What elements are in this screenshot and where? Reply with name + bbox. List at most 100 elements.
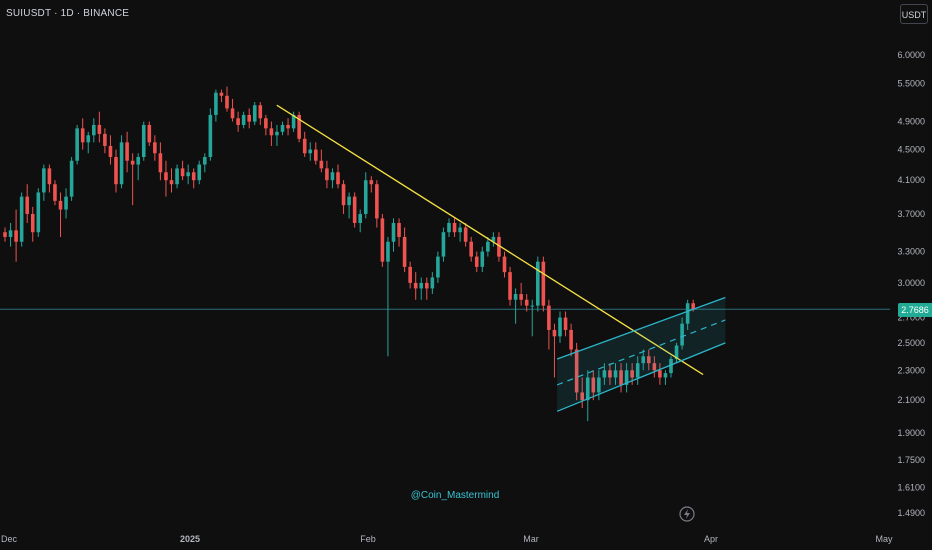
- price-tick-label: 2.5000: [897, 338, 925, 348]
- candle-body: [42, 168, 46, 193]
- channel-upper-line: [556, 296, 726, 360]
- candle-body: [497, 236, 501, 257]
- candle-body: [358, 213, 362, 223]
- candle-body: [508, 272, 512, 300]
- candle-body: [208, 114, 213, 157]
- price-tick-label: 4.1000: [897, 175, 925, 185]
- price-tick-label: 1.6100: [897, 483, 925, 493]
- candle-body: [191, 172, 196, 181]
- candle-body: [541, 261, 546, 306]
- candle-body: [580, 392, 584, 401]
- candle-body: [397, 222, 401, 237]
- candle-body: [674, 345, 679, 360]
- candle-body: [186, 172, 190, 177]
- candle-body: [97, 124, 102, 134]
- time-tick-label: Feb: [360, 534, 376, 544]
- candle-body: [386, 241, 390, 262]
- candle-body: [114, 156, 118, 185]
- price-tick-label: 4.9000: [897, 117, 925, 127]
- candle-body: [136, 156, 140, 165]
- price-axis[interactable]: 6.0000 5.5000 4.9000 4.5000 4.1000 3.7000 3.30…: [897, 50, 925, 518]
- candle-body: [75, 128, 79, 161]
- candle-body: [669, 359, 673, 374]
- candle-body: [608, 370, 612, 378]
- candle-body: [130, 160, 135, 165]
- author-watermark: @Coin_Mastermind: [410, 490, 500, 501]
- time-axis[interactable]: Dec 2025 Feb Mar Apr May: [1, 534, 893, 544]
- candle-body: [230, 108, 235, 119]
- candle-body: [658, 370, 662, 378]
- candle-body: [314, 149, 318, 161]
- candle-body: [330, 172, 335, 181]
- candle-body: [369, 180, 374, 185]
- candle-body: [347, 196, 351, 206]
- candle-body: [252, 105, 257, 122]
- price-tick-label: 1.4900: [897, 508, 925, 518]
- candle-body: [203, 156, 207, 165]
- candle-body: [502, 256, 507, 273]
- candle-body: [547, 305, 551, 330]
- candle-body: [519, 294, 523, 300]
- candle-body: [64, 196, 68, 210]
- candle-body: [58, 200, 63, 210]
- lightning-icon[interactable]: [679, 506, 695, 522]
- candle-body: [419, 282, 424, 289]
- candle-body: [247, 114, 251, 122]
- candle-body: [14, 230, 18, 242]
- candle-body: [480, 251, 485, 267]
- price-tick-label: 1.7500: [897, 455, 925, 465]
- candle-body: [463, 227, 468, 242]
- price-tick-label: 3.0000: [897, 278, 925, 288]
- candle-body: [119, 142, 124, 185]
- candle-body: [524, 299, 529, 306]
- candle-body: [536, 261, 540, 306]
- candle-body: [552, 329, 557, 337]
- candle-body: [258, 105, 263, 119]
- candle-body: [175, 168, 179, 185]
- candle-body: [691, 303, 695, 310]
- candle-body: [352, 196, 357, 223]
- symbol-title: SUIUSDT · 1D · BINANCE: [6, 8, 130, 19]
- candle-body: [225, 95, 229, 109]
- drawings: [276, 104, 726, 412]
- price-tick-label: 2.3000: [897, 365, 925, 375]
- candle-body: [147, 124, 152, 143]
- candle-body: [558, 317, 562, 337]
- time-tick-label: May: [875, 534, 893, 544]
- candle-body: [19, 196, 24, 242]
- candle-body: [597, 377, 601, 393]
- candle-body: [563, 317, 568, 330]
- price-tick-label: 2.1000: [897, 395, 925, 405]
- candle-body: [574, 349, 579, 393]
- time-tick-label: Apr: [704, 534, 718, 544]
- candle-body: [591, 377, 596, 393]
- candle-body: [280, 124, 285, 132]
- candle-body: [47, 168, 52, 185]
- candle-body: [319, 160, 324, 169]
- candle-body: [513, 294, 518, 300]
- price-tick-label: 3.3000: [897, 247, 925, 257]
- channel-fill: [557, 297, 726, 412]
- time-tick-label: Mar: [523, 534, 539, 544]
- candle-body: [264, 118, 268, 129]
- candle-body: [125, 142, 129, 161]
- candle-body: [341, 184, 346, 206]
- candle-body: [36, 192, 41, 233]
- candle-body: [652, 363, 657, 371]
- candle-body: [3, 232, 7, 237]
- candle-body: [530, 305, 535, 307]
- candle-body: [624, 370, 629, 385]
- price-tick-label: 2.7000: [897, 313, 925, 323]
- candle-body: [103, 133, 107, 146]
- resistance-trendline: [276, 104, 704, 376]
- candle-body: [635, 363, 640, 378]
- candle-body: [141, 124, 146, 157]
- candle-body: [164, 172, 168, 181]
- candle-body: [380, 218, 385, 262]
- currency-button[interactable]: USDT: [900, 4, 928, 24]
- candle-body: [685, 303, 690, 324]
- candle-body: [602, 370, 607, 378]
- candle-body: [402, 236, 407, 267]
- candle-body: [430, 277, 435, 289]
